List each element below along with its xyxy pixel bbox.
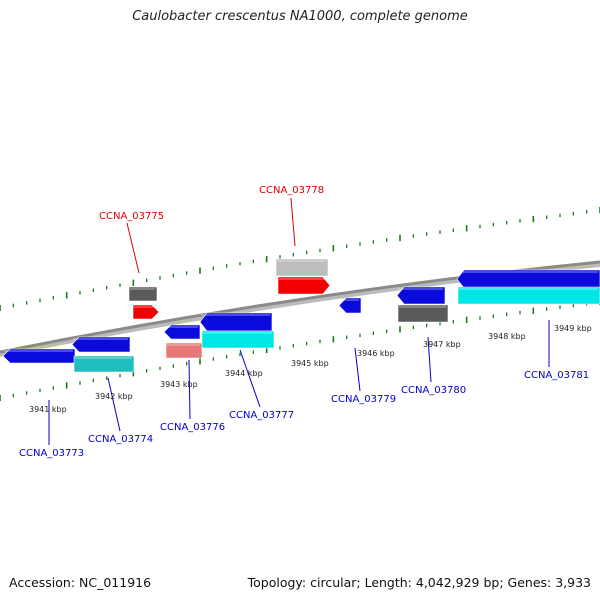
kbp-label: 3947 kbp	[423, 340, 461, 349]
gene-arrow-ccna-03776-rna	[165, 342, 203, 359]
gene-arrow-ccna-03774	[71, 336, 131, 353]
gene-arrow-ccna-03780-rna	[397, 304, 449, 323]
gene-arrow-ccna-03781-rna	[457, 286, 600, 305]
gene-arrow-ccna-03777-rna	[201, 330, 275, 349]
map-title: Caulobacter crescentus NA1000, complete …	[132, 9, 468, 24]
gene-label-ccna-03776[interactable]: CCNA_03776	[160, 422, 225, 433]
gene-arrow-ccna-03778-gray	[275, 258, 329, 277]
gene-label-ccna-03778[interactable]: CCNA_03778	[259, 185, 324, 196]
kbp-label: 3941 kbp	[29, 405, 67, 414]
gene-label-ccna-03779[interactable]: CCNA_03779	[331, 394, 396, 405]
kbp-labels: 3941 kbp 3942 kbp 3943 kbp 3944 kbp 3945…	[29, 324, 592, 414]
gene-arrow-ccna-03778	[277, 276, 331, 295]
gene-label-ccna-03781[interactable]: CCNA_03781	[524, 370, 589, 381]
gene-label-ccna-03775[interactable]: CCNA_03775	[99, 211, 164, 222]
gene-arrow-ccna-03774-rna	[73, 355, 135, 373]
kbp-label: 3948 kbp	[488, 332, 526, 341]
leader-ccna-03780	[427, 336, 432, 383]
gene-label-ccna-03773[interactable]: CCNA_03773	[19, 448, 84, 459]
gene-label-ccna-03780[interactable]: CCNA_03780	[401, 385, 466, 396]
gene-label-ccna-03774[interactable]: CCNA_03774	[88, 434, 153, 445]
kbp-label: 3945 kbp	[291, 359, 329, 368]
kbp-label: 3946 kbp	[357, 349, 395, 358]
kbp-label: 3949 kbp	[554, 324, 592, 333]
gene-arrow-ccna-03780	[396, 286, 446, 305]
gene-label-ccna-03777[interactable]: CCNA_03777	[229, 410, 294, 421]
kbp-label: 3943 kbp	[160, 380, 198, 389]
gene-arrow-ccna-03779	[338, 297, 362, 314]
leader-ccna-03775	[126, 222, 140, 274]
label-leaders	[48, 197, 550, 445]
leader-ccna-03778	[290, 197, 296, 247]
gene-features	[2, 258, 600, 373]
gene-arrow-ccna-03775	[132, 304, 160, 320]
genome-summary-text: Topology: circular; Length: 4,042,929 bp…	[247, 575, 591, 590]
gene-labels: CCNA_03773 CCNA_03774 CCNA_03775 CCNA_03…	[19, 185, 589, 459]
accession-text: Accession: NC_011916	[9, 575, 152, 590]
gene-arrow-ccna-03773	[2, 348, 76, 364]
tick-marks	[0, 206, 600, 402]
kbp-label: 3942 kbp	[95, 392, 133, 401]
leader-ccna-03776	[188, 359, 191, 420]
leader-ccna-03779	[354, 347, 361, 392]
kbp-label: 3944 kbp	[225, 369, 263, 378]
leader-ccna-03777	[239, 349, 261, 408]
leader-ccna-03774	[107, 377, 121, 432]
gene-arrow-ccna-03776	[163, 324, 201, 340]
gene-arrow-ccna-03775-gray	[128, 286, 158, 302]
